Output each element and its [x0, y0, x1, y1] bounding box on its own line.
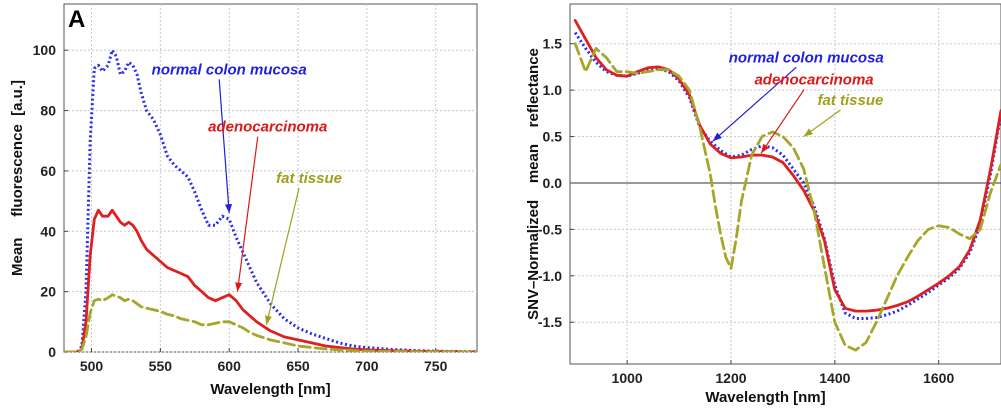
- chart1-y-tick-5: 1.0: [543, 82, 563, 98]
- chart0-annotation-arrowhead-normal-colon-mucosa: [225, 203, 233, 214]
- fluorescence-chart: 500 550 600 650 700 750 0 20 40 60 80 100 Wavelength…: [9, 3, 478, 398]
- chart1-series-fat-tissue: [573, 42, 1001, 352]
- chart0-y-tick-3: 60: [40, 163, 56, 179]
- chart0-annotation-arrow-normal-colon-mucosa: [218, 79, 230, 214]
- chart1-annotation-arrow-adenocarcinoma: [760, 89, 805, 154]
- chart0-y-tick-4: 80: [40, 103, 56, 119]
- chart0-x-tick-650: 650: [286, 358, 310, 374]
- chart0-x-tick-600: 600: [218, 358, 242, 374]
- chart0-series-fat-tissue: [64, 293, 477, 352]
- chart0-series-group: [64, 48, 477, 352]
- chart0-annotation-adenocarcinoma: adenocarcinoma: [208, 119, 327, 136]
- chart0-x-tick-550: 550: [149, 358, 173, 374]
- chart1-annotation-normal-colon-mucosa: normal colon mucosa: [729, 49, 884, 66]
- chart1-x-axis-label: Wavelength [nm]: [705, 389, 825, 406]
- chart0-plot-frame: [63, 3, 478, 353]
- chart1-y-tick-0: -1.5: [538, 314, 562, 330]
- chart0-annotation-arrowhead-adenocarcinoma: [235, 282, 243, 292]
- chart0-annotation-arrow-adenocarcinoma: [236, 136, 259, 292]
- chart1-y-tick-1: -1.0: [538, 268, 562, 284]
- chart1-annotation-arrowhead-adenocarcinoma: [761, 143, 770, 154]
- chart1-y-tick-4: 0.5: [543, 129, 563, 145]
- chart0-annotation-fat-tissue: fat tissue: [276, 170, 342, 187]
- chart0-x-axis-label: Wavelength [nm]: [210, 381, 330, 398]
- chart0-x-tick-750: 750: [424, 358, 448, 374]
- chart0-series-adenocarcinoma: [64, 208, 477, 352]
- reflectance-chart: 1000 1200 1400 1600 -1.5 -1.0 -0.5 0.0 0.5 1.0 1.5…: [525, 3, 1001, 406]
- chart1-x-tick-1400: 1400: [819, 370, 850, 386]
- chart1-annotation-adenocarcinoma: adenocarcinoma: [754, 72, 873, 89]
- chart0-y-tick-2: 40: [40, 223, 56, 239]
- chart1-series-adenocarcinoma: [573, 19, 1001, 313]
- chart1-y-tick-3: 0.0: [543, 175, 563, 191]
- chart1-series-normal-colon-mucosa: [573, 31, 1001, 320]
- chart1-annotation-fat-tissue: fat tissue: [817, 92, 883, 109]
- chart1-annotation-arrowhead-fat-tissue: [803, 128, 814, 137]
- chart1-x-tick-1600: 1600: [923, 370, 954, 386]
- chart0-series-normal-colon-mucosa: [64, 48, 477, 352]
- chart0-y-tick-1: 20: [40, 284, 56, 300]
- chart1-x-tick-1200: 1200: [715, 370, 746, 386]
- chart0-y-tick-0: 0: [48, 344, 56, 360]
- chart0-x-tick-500: 500: [80, 358, 104, 374]
- chart1-annotation-arrowhead-normal-colon-mucosa: [712, 132, 722, 142]
- chart0-annotation-normal-colon-mucosa: normal colon mucosa: [152, 61, 307, 78]
- chart1-y-tick-6: 1.5: [543, 36, 563, 52]
- chart0-y-axis-label: Mean fluorescence [a.u.]: [9, 80, 26, 276]
- chart1-x-tick-1000: 1000: [612, 370, 643, 386]
- chart0-annotation-arrow-fat-tissue: [265, 187, 300, 325]
- chart0-panel-label: A: [68, 6, 85, 33]
- chart0-x-tick-700: 700: [355, 358, 379, 374]
- chart0-annotation-arrowhead-fat-tissue: [265, 315, 272, 325]
- chart0-y-tick-5: 100: [33, 42, 57, 58]
- chart1-y-tick-2: -0.5: [538, 221, 562, 237]
- chart1-y-axis-label: SNV–Normalized mean reflectance: [525, 48, 542, 320]
- chart1-series-group: [573, 19, 1001, 352]
- chart1-plot-frame: [569, 3, 1001, 365]
- chart1-annotation-arrow-normal-colon-mucosa: [712, 66, 797, 142]
